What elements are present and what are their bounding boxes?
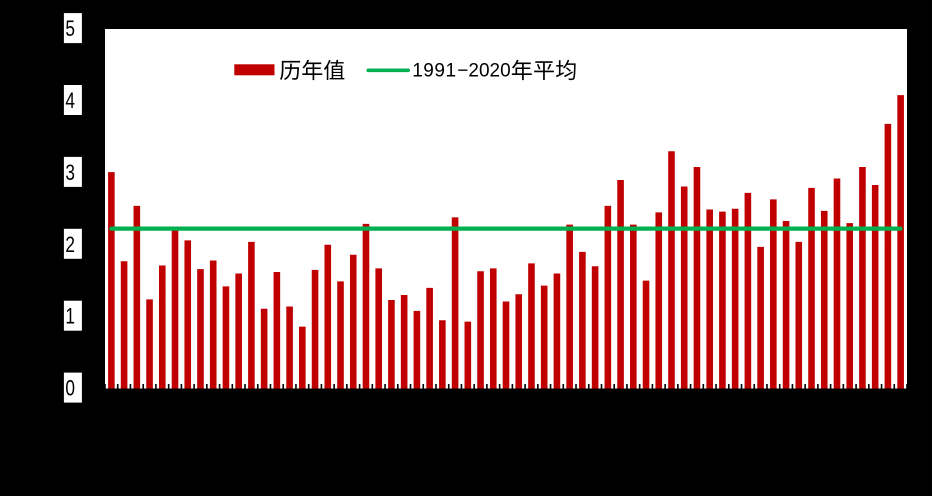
svg-text:0: 0 [65, 376, 75, 401]
svg-text:4: 4 [65, 88, 75, 113]
svg-text:3: 3 [65, 160, 75, 185]
svg-text:2: 2 [65, 232, 75, 257]
svg-text:−2020: −2020 [457, 60, 510, 81]
svg-text:5: 5 [65, 16, 75, 41]
svg-text:1: 1 [65, 304, 75, 329]
svg-text:1991: 1991 [412, 60, 456, 81]
